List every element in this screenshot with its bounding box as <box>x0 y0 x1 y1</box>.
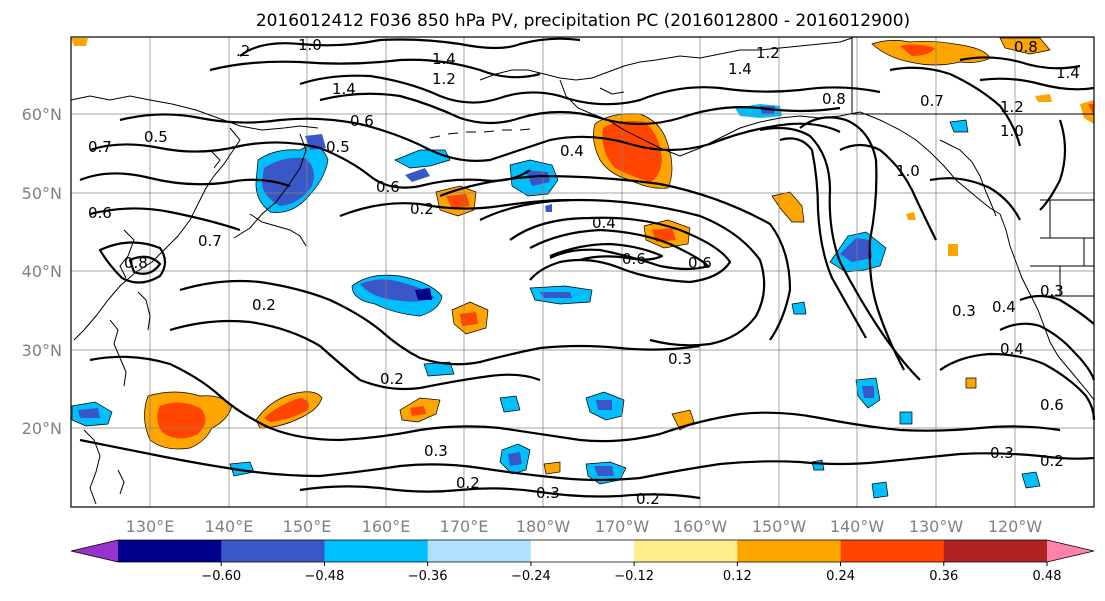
contour-label: 0.3 <box>952 302 976 320</box>
colorbar-tick-label: 0.24 <box>826 569 855 584</box>
contour-label: 0.6 <box>1040 396 1064 414</box>
colorbar-tick-label: −0.36 <box>408 569 448 584</box>
contour-label: 0.7 <box>88 138 112 156</box>
lon-label: 180°W <box>516 517 571 536</box>
contour-label: 0.5 <box>326 138 350 156</box>
contour-label: 0.3 <box>424 442 448 460</box>
colorbar-outline <box>70 539 1095 563</box>
colorbar-tick-label: −0.60 <box>201 569 241 584</box>
figure-title: 2016012412 F036 850 hPa PV, precipitatio… <box>256 11 910 31</box>
colorbar-extend-high <box>1047 540 1094 562</box>
contour-label: 1.4 <box>432 50 456 68</box>
colorbar-tick-label: 0.12 <box>723 569 752 584</box>
colorbar-tick-label: −0.12 <box>614 569 654 584</box>
lat-label: 40°N <box>22 262 62 281</box>
contour-label: 1.2 <box>756 44 780 62</box>
lon-label: 140°E <box>205 517 254 536</box>
colorbar-segment <box>530 540 635 562</box>
lon-label: 170°E <box>440 517 489 536</box>
latitude-labels: 60°N 50°N 40°N 30°N 20°N <box>22 105 62 438</box>
lon-label: 150°W <box>752 517 807 536</box>
lon-label: 130°W <box>909 517 964 536</box>
contour-label: 0.7 <box>198 232 222 250</box>
contour-label: 0.6 <box>88 204 112 222</box>
contour-label: 1.4 <box>1056 64 1080 82</box>
contour-label: 0.4 <box>592 214 616 232</box>
contour-label: 0.2 <box>380 370 404 388</box>
contour-label: 0.3 <box>990 444 1014 462</box>
map-gridlines <box>71 37 1094 507</box>
contour-label: 0.2 <box>410 200 434 218</box>
lat-label: 30°N <box>22 341 62 360</box>
contour-label: 1.0 <box>298 36 322 54</box>
lat-label: 20°N <box>22 419 62 438</box>
contour-labels: 1.0 1.4 1.2 .2 1.4 1.2 1.4 0.8 0.7 0.5 0… <box>88 36 1080 508</box>
contour-label: 1.0 <box>896 162 920 180</box>
colorbar-tick-label: −0.24 <box>511 569 551 584</box>
contour-label: 0.5 <box>144 128 168 146</box>
lat-label: 50°N <box>22 184 62 203</box>
contour-label: 0.3 <box>668 350 692 368</box>
colorbar-segment <box>118 540 222 562</box>
colorbar-segment <box>943 540 1048 562</box>
contour-label: 0.7 <box>920 92 944 110</box>
colorbar: −0.60 −0.48 −0.36 −0.24 −0.12 0.12 0.24 0.36 0.4… <box>70 539 1095 584</box>
contour-label: 0.8 <box>124 254 148 272</box>
coastlines <box>70 37 1095 505</box>
contour-label: 0.4 <box>992 298 1016 316</box>
contour-label: 0.2 <box>636 490 660 508</box>
colorbar-segment <box>840 540 945 562</box>
contour-label: 1.4 <box>332 80 356 98</box>
lon-label: 170°W <box>595 517 650 536</box>
contour-label: 0.2 <box>1040 452 1064 470</box>
longitude-labels: 130°E 140°E 150°E 160°E 170°E 180°W 170°… <box>126 517 1043 536</box>
contour-label: 0.6 <box>688 254 712 272</box>
contour-label: 1.4 <box>728 60 752 78</box>
contour-label: 1.2 <box>432 70 456 88</box>
colorbar-segment <box>324 540 429 562</box>
contour-label: 0.8 <box>822 90 846 108</box>
contour-label: 0.6 <box>350 112 374 130</box>
contour-label: 0.2 <box>252 296 276 314</box>
contour-label: 0.4 <box>1000 340 1024 358</box>
contour-label: 0.4 <box>560 142 584 160</box>
colorbar-segment <box>427 540 532 562</box>
colorbar-tick-label: 0.48 <box>1033 569 1062 584</box>
contour-label: 0.8 <box>1014 38 1038 56</box>
colorbar-tick-label: 0.36 <box>929 569 958 584</box>
colorbar-tick-label: −0.48 <box>305 569 345 584</box>
contour-label: 0.3 <box>536 484 560 502</box>
colorbar-segment <box>634 540 738 562</box>
colorbar-segment <box>221 540 325 562</box>
lat-label: 60°N <box>22 105 62 124</box>
lon-label: 160°W <box>673 517 728 536</box>
lon-label: 160°E <box>362 517 411 536</box>
pv-contours <box>79 37 1096 500</box>
contour-label: 1.0 <box>1000 122 1024 140</box>
lon-label: 140°W <box>830 517 885 536</box>
contour-label: 0.3 <box>1040 282 1064 300</box>
contour-label: 0.6 <box>376 178 400 196</box>
map-panel: 1.0 1.4 1.2 .2 1.4 1.2 1.4 0.8 0.7 0.5 0… <box>70 36 1096 508</box>
colorbar-segment <box>737 540 842 562</box>
contour-label: 0.2 <box>456 474 480 492</box>
contour-label: 0.6 <box>622 250 646 268</box>
lon-label: 150°E <box>283 517 332 536</box>
colorbar-extend-low <box>71 540 118 562</box>
contour-label: .2 <box>236 42 250 60</box>
lon-label: 130°E <box>126 517 175 536</box>
map-frame <box>70 36 1095 508</box>
contour-label: 1.2 <box>1000 98 1024 116</box>
lon-label: 120°W <box>988 517 1043 536</box>
